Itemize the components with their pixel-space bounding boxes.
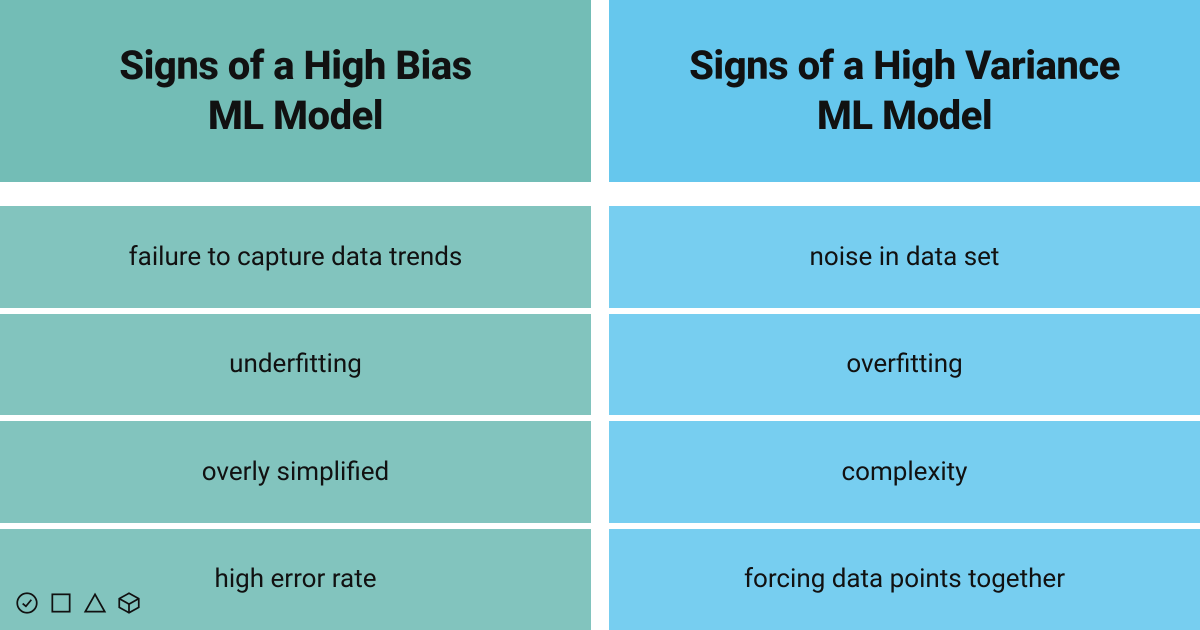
header-body-gap <box>0 182 591 206</box>
column-header-high-variance: Signs of a High Variance ML Model <box>609 0 1200 182</box>
square-icon <box>48 590 74 616</box>
list-item: underfitting <box>0 308 591 416</box>
list-item: forcing data points together <box>609 523 1200 630</box>
column-items-high-variance: noise in data set overfitting complexity… <box>609 206 1200 630</box>
comparison-columns: Signs of a High Bias ML Model failure to… <box>0 0 1200 630</box>
watermark-icon-row <box>14 590 142 616</box>
list-item: overly simplified <box>0 415 591 523</box>
list-item: noise in data set <box>609 206 1200 308</box>
cube-icon <box>116 590 142 616</box>
circle-check-icon <box>14 590 40 616</box>
column-high-bias: Signs of a High Bias ML Model failure to… <box>0 0 591 630</box>
column-high-variance: Signs of a High Variance ML Model noise … <box>609 0 1200 630</box>
column-items-high-bias: failure to capture data trends underfitt… <box>0 206 591 630</box>
list-item: overfitting <box>609 308 1200 416</box>
header-body-gap <box>609 182 1200 206</box>
column-header-high-bias: Signs of a High Bias ML Model <box>0 0 591 182</box>
list-item: complexity <box>609 415 1200 523</box>
triangle-icon <box>82 590 108 616</box>
list-item: failure to capture data trends <box>0 206 591 308</box>
